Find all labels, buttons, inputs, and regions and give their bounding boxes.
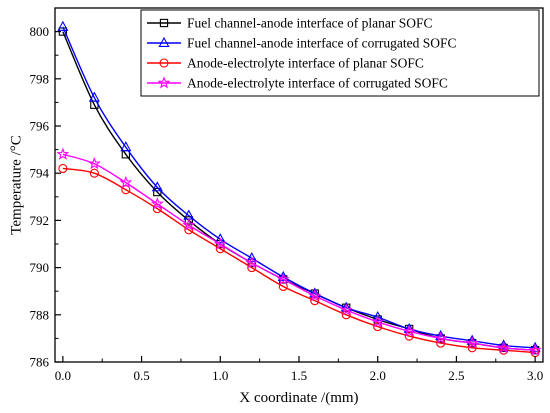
data-point [277, 270, 289, 281]
data-point [89, 168, 99, 178]
series-line [62, 153, 536, 351]
data-point [528, 343, 542, 356]
y-tick-label: 788 [30, 307, 50, 322]
legend-item: Fuel channel-anode interface of corrugat… [147, 36, 457, 51]
data-point [246, 252, 258, 263]
y-tick-label: 792 [30, 213, 50, 228]
data-point [245, 256, 259, 269]
data-point [497, 341, 511, 354]
series-line [62, 26, 536, 349]
y-tick-label: 796 [30, 119, 50, 134]
legend: Fuel channel-anode interface of planar S… [140, 9, 540, 97]
data-point [529, 341, 541, 352]
data-point [498, 339, 510, 350]
x-axis-title: X coordinate /(mm) [239, 390, 358, 406]
series-line [62, 167, 536, 354]
legend-label: Anode-electrolyte interface of corrugate… [187, 76, 448, 91]
data-point [182, 218, 196, 231]
y-tick-label: 798 [30, 71, 50, 86]
x-tick-label: 0.5 [133, 368, 149, 383]
data-point [150, 197, 164, 210]
legend-item: Anode-electrolyte interface of corrugate… [147, 76, 448, 91]
data-point [276, 272, 290, 285]
legend-marker [158, 36, 170, 47]
y-axis-title: Temperature /°C [8, 135, 24, 235]
data-point [87, 157, 101, 170]
legend-label: Fuel channel-anode interface of corrugat… [187, 36, 457, 51]
data-point [372, 311, 384, 322]
data-point [88, 91, 100, 102]
series-anode-electrolyte-interface-of-corrugated-sofc [56, 147, 542, 356]
data-point [499, 345, 509, 355]
y-tick-label: 786 [30, 355, 50, 370]
data-point [119, 175, 133, 189]
x-tick-label: 2.5 [448, 368, 464, 383]
data-point [213, 237, 227, 250]
data-point [184, 216, 193, 225]
data-point [339, 303, 353, 316]
legend-item: Fuel channel-anode interface of planar S… [147, 16, 433, 31]
data-point [120, 141, 132, 152]
x-tick-label: 1.5 [291, 368, 307, 383]
data-point [56, 147, 70, 160]
x-tick-label: 1.0 [212, 368, 228, 383]
legend-label: Anode-electrolyte interface of planar SO… [187, 56, 424, 71]
data-point [121, 185, 131, 195]
y-tick-label: 790 [30, 260, 50, 275]
legend-marker [157, 76, 171, 89]
data-point [58, 163, 68, 174]
data-point [308, 289, 322, 302]
data-point [434, 331, 448, 344]
legend-marker [159, 58, 169, 68]
x-axis: 0.0 0.5 1.0 1.5 2.0 2.5 3.0 [55, 356, 543, 383]
legend-marker [159, 18, 169, 28]
data-point [467, 343, 477, 353]
legend-box [140, 9, 540, 97]
data-point [436, 338, 446, 348]
data-point [57, 20, 69, 31]
data-point [214, 233, 226, 244]
x-tick-label: 0.0 [55, 368, 71, 383]
x-tick-label: 2.0 [370, 368, 386, 383]
data-point [465, 336, 479, 349]
x-tick-label: 3.0 [527, 368, 543, 383]
data-point [402, 324, 416, 337]
plot-marks [56, 20, 542, 358]
y-tick-label: 800 [30, 24, 50, 39]
data-point [151, 181, 163, 192]
y-tick-label: 794 [30, 166, 50, 181]
data-point [371, 315, 385, 328]
y-axis: 786 788 790 792 794 796 798 800 [30, 24, 61, 370]
data-point [278, 281, 288, 292]
legend-item: Anode-electrolyte interface of planar SO… [147, 56, 424, 71]
legend-label: Fuel channel-anode interface of planar S… [187, 16, 433, 31]
